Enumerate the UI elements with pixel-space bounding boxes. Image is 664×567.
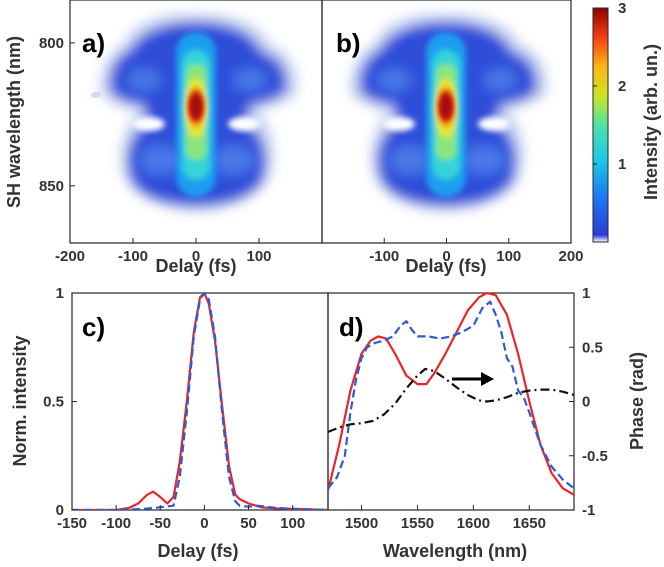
x-tick-label: 1550	[401, 515, 434, 532]
y-tick-label: 800	[39, 35, 64, 52]
panel-b-axes: -100 0 100 200	[369, 238, 584, 265]
panel-d-plot	[328, 292, 574, 496]
x-tick-label: 50	[240, 515, 257, 532]
colorbar-tick-label: 3	[618, 0, 626, 17]
series-retrieved	[72, 292, 328, 510]
y2-tick-label: 0.5	[582, 339, 603, 356]
y-tick-label: 0	[56, 502, 64, 519]
panel-d-label: d)	[339, 312, 364, 342]
series-spectrum	[328, 292, 574, 496]
x-tick-label: -150	[57, 515, 87, 532]
panel-d-xlabel: Wavelength (nm)	[383, 541, 527, 561]
x-tick-label: 1600	[457, 515, 490, 532]
colorbar-tick-label: 2	[618, 78, 626, 95]
series-retrieved-spectrum	[328, 300, 574, 490]
panel-a-xlabel: Delay (fs)	[155, 256, 236, 276]
x-tick-label: 0	[442, 248, 450, 265]
panel-c-axes: -150 -100 -50 0 50 100 0 0.5 1	[43, 285, 305, 532]
panel-c-frame	[71, 292, 329, 511]
panel-c-ylabel: Norm. intensity	[10, 335, 30, 466]
y-tick-label: 1	[56, 285, 64, 302]
series-phase	[328, 367, 574, 433]
x-tick-label: -50	[149, 515, 171, 532]
colorbar-tick-label: 1	[618, 156, 626, 173]
panel-c-xlabel: Delay (fs)	[157, 541, 238, 561]
x-tick-label: -100	[369, 248, 399, 265]
panel-b-label: b)	[336, 28, 361, 58]
panel-d-ylabel-right: Phase (rad)	[627, 352, 647, 450]
y2-tick-label: 1	[582, 285, 590, 302]
colorbar-ticks: 1 2 3	[593, 0, 626, 173]
x-tick-label: 1650	[513, 515, 546, 532]
x-tick-label: -200	[55, 248, 85, 265]
x-tick-label: -100	[101, 515, 131, 532]
y-tick-label: 0.5	[43, 394, 64, 411]
y-tick-label: 850	[39, 178, 64, 195]
panel-d-frame	[327, 292, 575, 511]
x-tick-label: 100	[496, 248, 521, 265]
x-tick-label: 0	[192, 248, 200, 265]
x-tick-label: 1500	[345, 515, 378, 532]
panel-a	[91, 14, 297, 212]
series-measured	[72, 292, 328, 510]
panel-b	[350, 14, 547, 212]
panel-b-xlabel: Delay (fs)	[405, 256, 486, 276]
panel-a-ylabel: SH wavelength (nm)	[4, 36, 24, 208]
x-tick-label: 100	[280, 515, 305, 532]
panel-c-label: c)	[82, 312, 105, 342]
y2-tick-label: 0	[582, 394, 590, 411]
colorbar	[592, 7, 609, 243]
x-tick-label: 100	[246, 248, 271, 265]
x-tick-label: -100	[118, 248, 148, 265]
x-tick-label: 200	[558, 248, 583, 265]
panel-a-label: a)	[82, 28, 105, 58]
panel-d-axes: 1500 1550 1600 1650 -1 -0.5 0 0.5 1	[345, 285, 608, 532]
panel-c-plot	[72, 292, 328, 510]
panel-a-axes: -200 -100 0 100 800 850	[39, 35, 272, 265]
y2-tick-label: -0.5	[582, 448, 608, 465]
y2-tick-label: -1	[582, 502, 595, 519]
x-tick-label: 0	[200, 515, 208, 532]
colorbar-label: Intensity (arb. un.)	[641, 44, 661, 200]
phase-arrow	[452, 372, 494, 386]
